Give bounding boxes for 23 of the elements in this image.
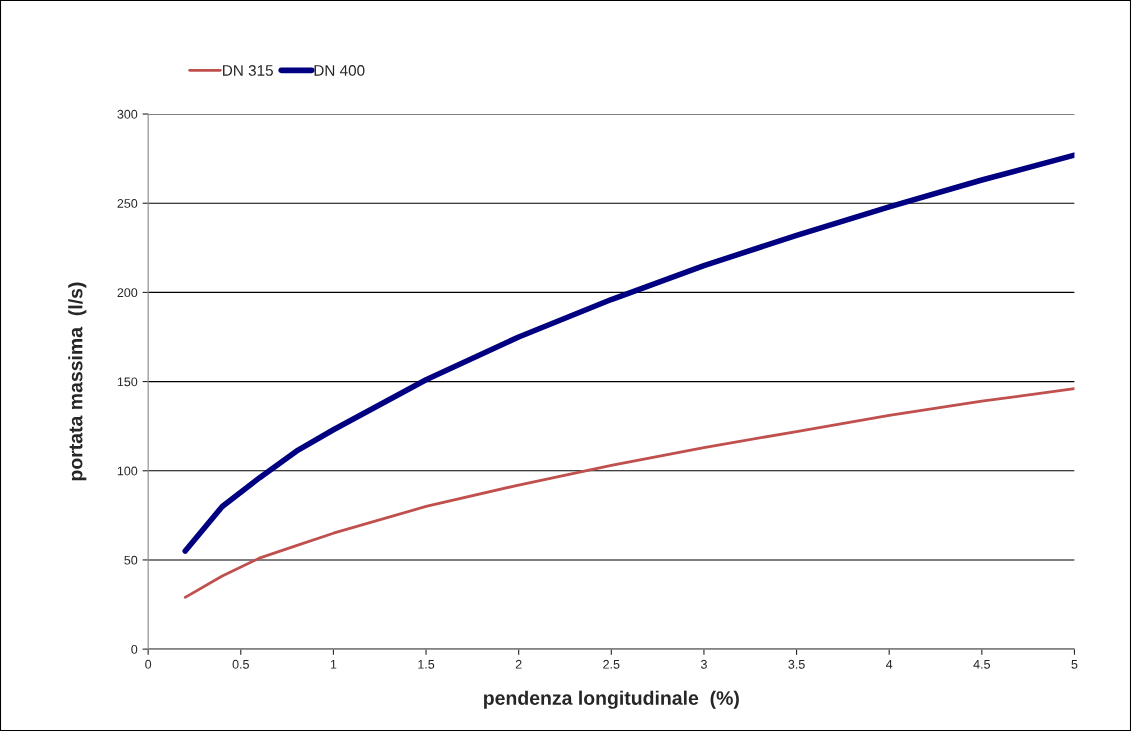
line-series — [183, 387, 1075, 599]
y-tick-label: 250 — [117, 199, 138, 208]
x-tick-label: 2 — [515, 659, 522, 669]
x-tick-label: 0.5 — [232, 659, 249, 669]
y-tick-label: 0 — [131, 644, 138, 654]
x-tick-label: 3 — [700, 659, 707, 669]
y-tick-label: 50 — [124, 555, 138, 565]
y-tick-label: 150 — [117, 377, 138, 387]
x-tick-label: 4.5 — [973, 660, 990, 669]
x-tick-label: 1.5 — [418, 660, 435, 669]
legend-label: DN 400 — [314, 65, 365, 76]
y-tick-label: 100 — [117, 466, 138, 476]
x-tick-label: 3.5 — [788, 659, 805, 669]
y-axis-title: portata massima (l/s) — [68, 282, 87, 481]
x-tick-label: 0 — [145, 659, 152, 669]
y-tick-label: 200 — [117, 288, 138, 298]
x-axis-title: pendenza longitudinale (%) — [484, 690, 739, 709]
x-tick-label: 2.5 — [603, 659, 620, 669]
legend-label: DN 315 — [223, 65, 273, 76]
y-tick-label: 300 — [117, 109, 138, 119]
x-tick-label: 5 — [1071, 660, 1078, 669]
x-tick-label: 4 — [886, 660, 893, 669]
x-tick-label: 1 — [330, 660, 337, 669]
